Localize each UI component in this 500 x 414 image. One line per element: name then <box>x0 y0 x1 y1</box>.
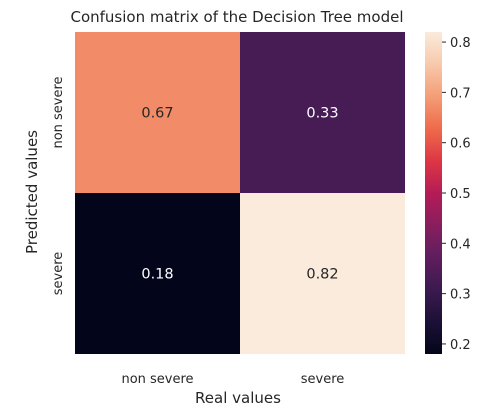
y-axis-ticks: non severe severe <box>51 76 66 295</box>
x-axis-ticks: non severe severe <box>121 372 344 387</box>
x-tick-label: severe <box>301 372 345 387</box>
colorbar <box>425 32 442 354</box>
y-tick-label: severe <box>51 252 66 296</box>
heatmap-cells <box>75 32 405 354</box>
x-axis-label: Real values <box>195 389 281 407</box>
chart-title: Confusion matrix of the Decision Tree mo… <box>70 8 403 26</box>
y-tick-label: non severe <box>51 76 66 148</box>
y-axis-label: Predicted values <box>23 130 41 254</box>
cell-value-label-0-1: 0.33 <box>306 106 338 122</box>
colorbar-tick-label: 0.7 <box>450 86 471 101</box>
cell-value-label-1-1: 0.82 <box>306 267 338 283</box>
x-tick-label: non severe <box>121 372 193 387</box>
colorbar-tick-label: 0.6 <box>450 137 471 152</box>
colorbar-tick-label: 0.2 <box>450 338 471 353</box>
cell-value-label-0-0: 0.67 <box>141 106 173 122</box>
colorbar-ticks: 0.2 0.3 0.4 0.5 0.6 0.7 0.8 <box>442 36 471 353</box>
colorbar-tick-label: 0.4 <box>450 237 471 252</box>
colorbar-tick-label: 0.5 <box>450 187 471 202</box>
colorbar-tick-label: 0.3 <box>450 288 471 303</box>
colorbar-tick-label: 0.8 <box>450 36 471 51</box>
cell-value-label-1-0: 0.18 <box>141 267 173 283</box>
